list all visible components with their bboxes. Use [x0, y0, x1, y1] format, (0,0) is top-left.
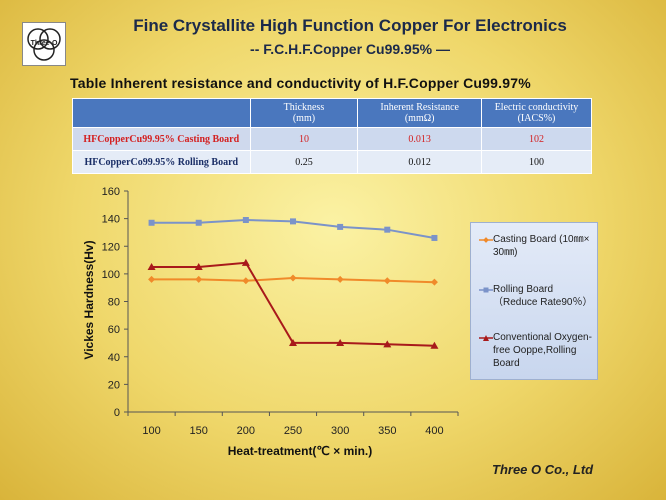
logo-rings-icon — [27, 28, 61, 61]
y-tick-label: 160 — [102, 186, 120, 198]
cell-resistance: 0.012 — [357, 150, 482, 174]
x-tick-label: 350 — [378, 425, 396, 437]
legend-label: Casting Board (10㎜× 30㎜) — [493, 234, 590, 258]
header-resistance-unit: (mmΩ) — [404, 113, 435, 124]
data-point — [148, 275, 156, 283]
data-point — [431, 234, 438, 241]
data-point — [430, 341, 439, 349]
data-point — [242, 217, 249, 224]
data-point — [430, 278, 438, 286]
header-thickness-label: Thickness — [283, 102, 325, 113]
cell-conductivity: 102 — [480, 127, 593, 151]
table-row: HFCopperCo99.95% Rolling Board 0.25 0.01… — [72, 150, 593, 174]
data-point — [336, 338, 345, 346]
x-tick-label: 100 — [142, 425, 160, 437]
header-conductivity-unit: (IACS%) — [517, 113, 556, 124]
y-axis-label: Vickes Hardness(Hv) — [82, 240, 96, 359]
table-caption: Table Inherent resistance and conductivi… — [70, 75, 531, 91]
data-point — [148, 219, 155, 226]
table-header-row: Thickness (mm) Inherent Resistance (mmΩ)… — [72, 98, 593, 128]
legend-marker-diamond-icon — [479, 237, 493, 243]
company-footer: Three O Co., Ltd — [492, 462, 594, 477]
y-tick-label: 140 — [102, 214, 120, 226]
y-tick-label: 40 — [108, 352, 120, 364]
data-point — [337, 223, 344, 230]
row-label: HFCopperCo99.95% Rolling Board — [72, 150, 251, 174]
page-subtitle: -- F.C.H.F.Copper Cu99.95% — — [250, 41, 450, 57]
y-tick-label: 60 — [108, 324, 120, 336]
page-title: Fine Crystallite High Function Copper Fo… — [133, 16, 567, 35]
logo-text: Three-O — [30, 40, 58, 47]
chart-series — [147, 217, 439, 349]
data-point — [336, 275, 344, 283]
y-tick-label: 80 — [108, 297, 120, 309]
data-point — [383, 277, 391, 285]
cell-thickness: 0.25 — [249, 150, 359, 174]
x-tick-label: 300 — [331, 425, 349, 437]
legend-label: Rolling Board（Reduce Rate90％） — [493, 284, 593, 308]
data-point — [194, 262, 203, 270]
x-tick-label: 400 — [425, 425, 443, 437]
y-tick-label: 20 — [108, 379, 120, 391]
series-3 — [147, 258, 439, 349]
data-point — [195, 275, 203, 283]
legend-marker-square-icon — [479, 287, 493, 293]
y-tick-label: 100 — [102, 269, 120, 281]
chart-axes: 0 20 40 60 80 100 120 140 160 100 150 200 250 300 350 4… — [102, 186, 459, 437]
legend-label: Conventional Oxygen-free Ooppe,Rolling B… — [493, 332, 592, 369]
series-2 — [148, 217, 438, 241]
header-thickness-unit: (mm) — [292, 113, 316, 124]
header-cell-thickness: Thickness (mm) — [249, 98, 359, 128]
cell-thickness: 10 — [249, 127, 359, 151]
row-label: HFCopperCu99.95% Casting Board — [72, 127, 251, 151]
y-tick-label: 120 — [102, 241, 120, 253]
data-point — [195, 219, 202, 226]
data-point — [147, 262, 156, 270]
y-tick-label: 0 — [114, 407, 120, 419]
x-tick-label: 250 — [284, 425, 302, 437]
cell-conductivity: 100 — [480, 150, 593, 174]
data-point — [242, 277, 250, 285]
data-point — [241, 258, 250, 266]
data-point — [289, 274, 297, 282]
header-resistance-label: Inherent Resistance — [380, 102, 459, 113]
data-point — [289, 338, 297, 346]
x-axis-label: Heat-treatment(℃ × min.) — [228, 444, 373, 458]
data-point — [383, 340, 392, 348]
header-cell-resistance: Inherent Resistance (mmΩ) — [357, 98, 482, 128]
header-conductivity-label: Electric conductivity — [494, 102, 579, 113]
x-tick-label: 150 — [190, 425, 208, 437]
data-point — [290, 218, 296, 225]
chart-legend: Casting Board (10㎜× 30㎜) Rolling Board（R… — [470, 222, 598, 380]
properties-table: Thickness (mm) Inherent Resistance (mmΩ)… — [72, 98, 593, 174]
company-logo: Three-O — [22, 22, 66, 66]
data-point — [384, 226, 391, 233]
series-1 — [148, 274, 438, 286]
legend-marker-triangle-icon — [479, 335, 493, 341]
x-tick-label: 200 — [237, 425, 255, 437]
